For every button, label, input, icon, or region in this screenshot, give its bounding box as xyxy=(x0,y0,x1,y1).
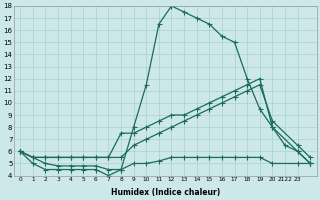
X-axis label: Humidex (Indice chaleur): Humidex (Indice chaleur) xyxy=(111,188,220,197)
